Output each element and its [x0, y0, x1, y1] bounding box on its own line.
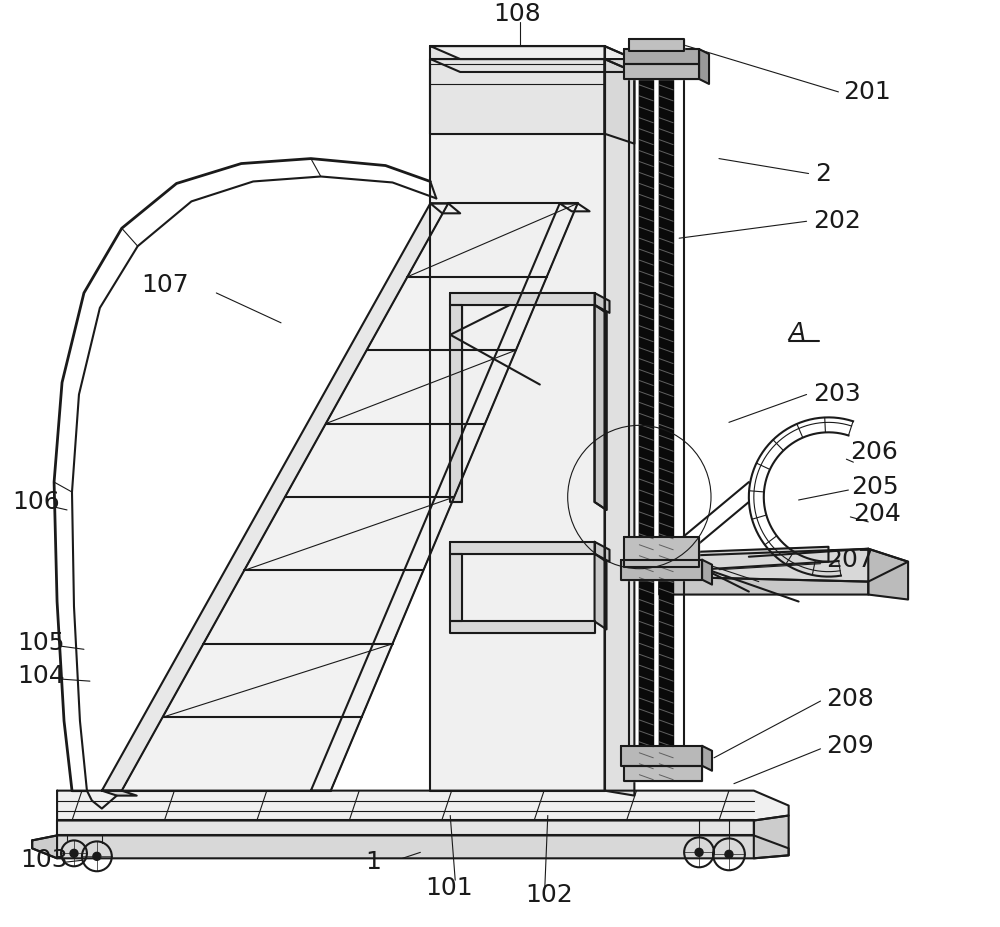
Polygon shape — [659, 69, 673, 776]
Polygon shape — [450, 621, 595, 633]
Polygon shape — [605, 46, 634, 144]
Polygon shape — [595, 305, 607, 510]
Polygon shape — [659, 577, 868, 594]
Polygon shape — [621, 560, 702, 579]
Polygon shape — [430, 203, 460, 213]
Polygon shape — [450, 305, 462, 502]
Polygon shape — [699, 49, 709, 84]
Text: 207: 207 — [826, 548, 874, 572]
Polygon shape — [595, 293, 609, 312]
Polygon shape — [629, 39, 684, 51]
Circle shape — [70, 849, 78, 857]
Polygon shape — [32, 835, 57, 858]
Text: 2: 2 — [816, 161, 832, 185]
Text: 102: 102 — [525, 883, 573, 908]
Polygon shape — [702, 746, 712, 770]
Polygon shape — [624, 49, 699, 64]
Text: 104: 104 — [17, 664, 65, 688]
Polygon shape — [699, 547, 828, 570]
Polygon shape — [430, 46, 634, 59]
Polygon shape — [595, 305, 607, 510]
Polygon shape — [122, 203, 578, 791]
Polygon shape — [450, 293, 595, 305]
Polygon shape — [624, 64, 699, 79]
Polygon shape — [102, 203, 448, 791]
Text: 204: 204 — [853, 502, 901, 526]
Text: 203: 203 — [814, 383, 861, 406]
Text: 205: 205 — [851, 475, 899, 499]
Polygon shape — [659, 549, 908, 581]
Polygon shape — [595, 541, 609, 562]
Text: 101: 101 — [425, 876, 473, 900]
Text: 108: 108 — [493, 2, 541, 26]
Text: 201: 201 — [843, 80, 891, 104]
Polygon shape — [621, 746, 702, 766]
Circle shape — [93, 852, 101, 860]
Text: 106: 106 — [12, 490, 60, 514]
Text: A: A — [789, 321, 806, 345]
Text: 105: 105 — [17, 631, 65, 655]
Text: 208: 208 — [826, 687, 874, 711]
Text: 202: 202 — [814, 210, 861, 234]
Polygon shape — [430, 59, 605, 791]
Polygon shape — [624, 766, 702, 781]
Polygon shape — [754, 816, 789, 858]
Text: 107: 107 — [142, 273, 189, 297]
Text: 206: 206 — [850, 440, 898, 464]
Polygon shape — [624, 537, 699, 566]
Text: 103: 103 — [20, 848, 68, 872]
Polygon shape — [32, 835, 789, 858]
Polygon shape — [595, 553, 607, 629]
Polygon shape — [639, 69, 653, 776]
Circle shape — [695, 848, 703, 857]
Polygon shape — [311, 203, 578, 791]
Polygon shape — [430, 46, 605, 133]
Polygon shape — [102, 791, 137, 795]
Polygon shape — [57, 791, 789, 820]
Circle shape — [725, 850, 733, 858]
Polygon shape — [450, 541, 595, 553]
Polygon shape — [450, 553, 462, 621]
Text: 209: 209 — [826, 734, 874, 758]
Polygon shape — [702, 560, 712, 585]
Polygon shape — [560, 203, 590, 211]
Polygon shape — [605, 59, 634, 795]
Polygon shape — [57, 820, 754, 835]
Text: 1: 1 — [366, 850, 382, 874]
Polygon shape — [430, 59, 634, 72]
Polygon shape — [868, 549, 908, 600]
